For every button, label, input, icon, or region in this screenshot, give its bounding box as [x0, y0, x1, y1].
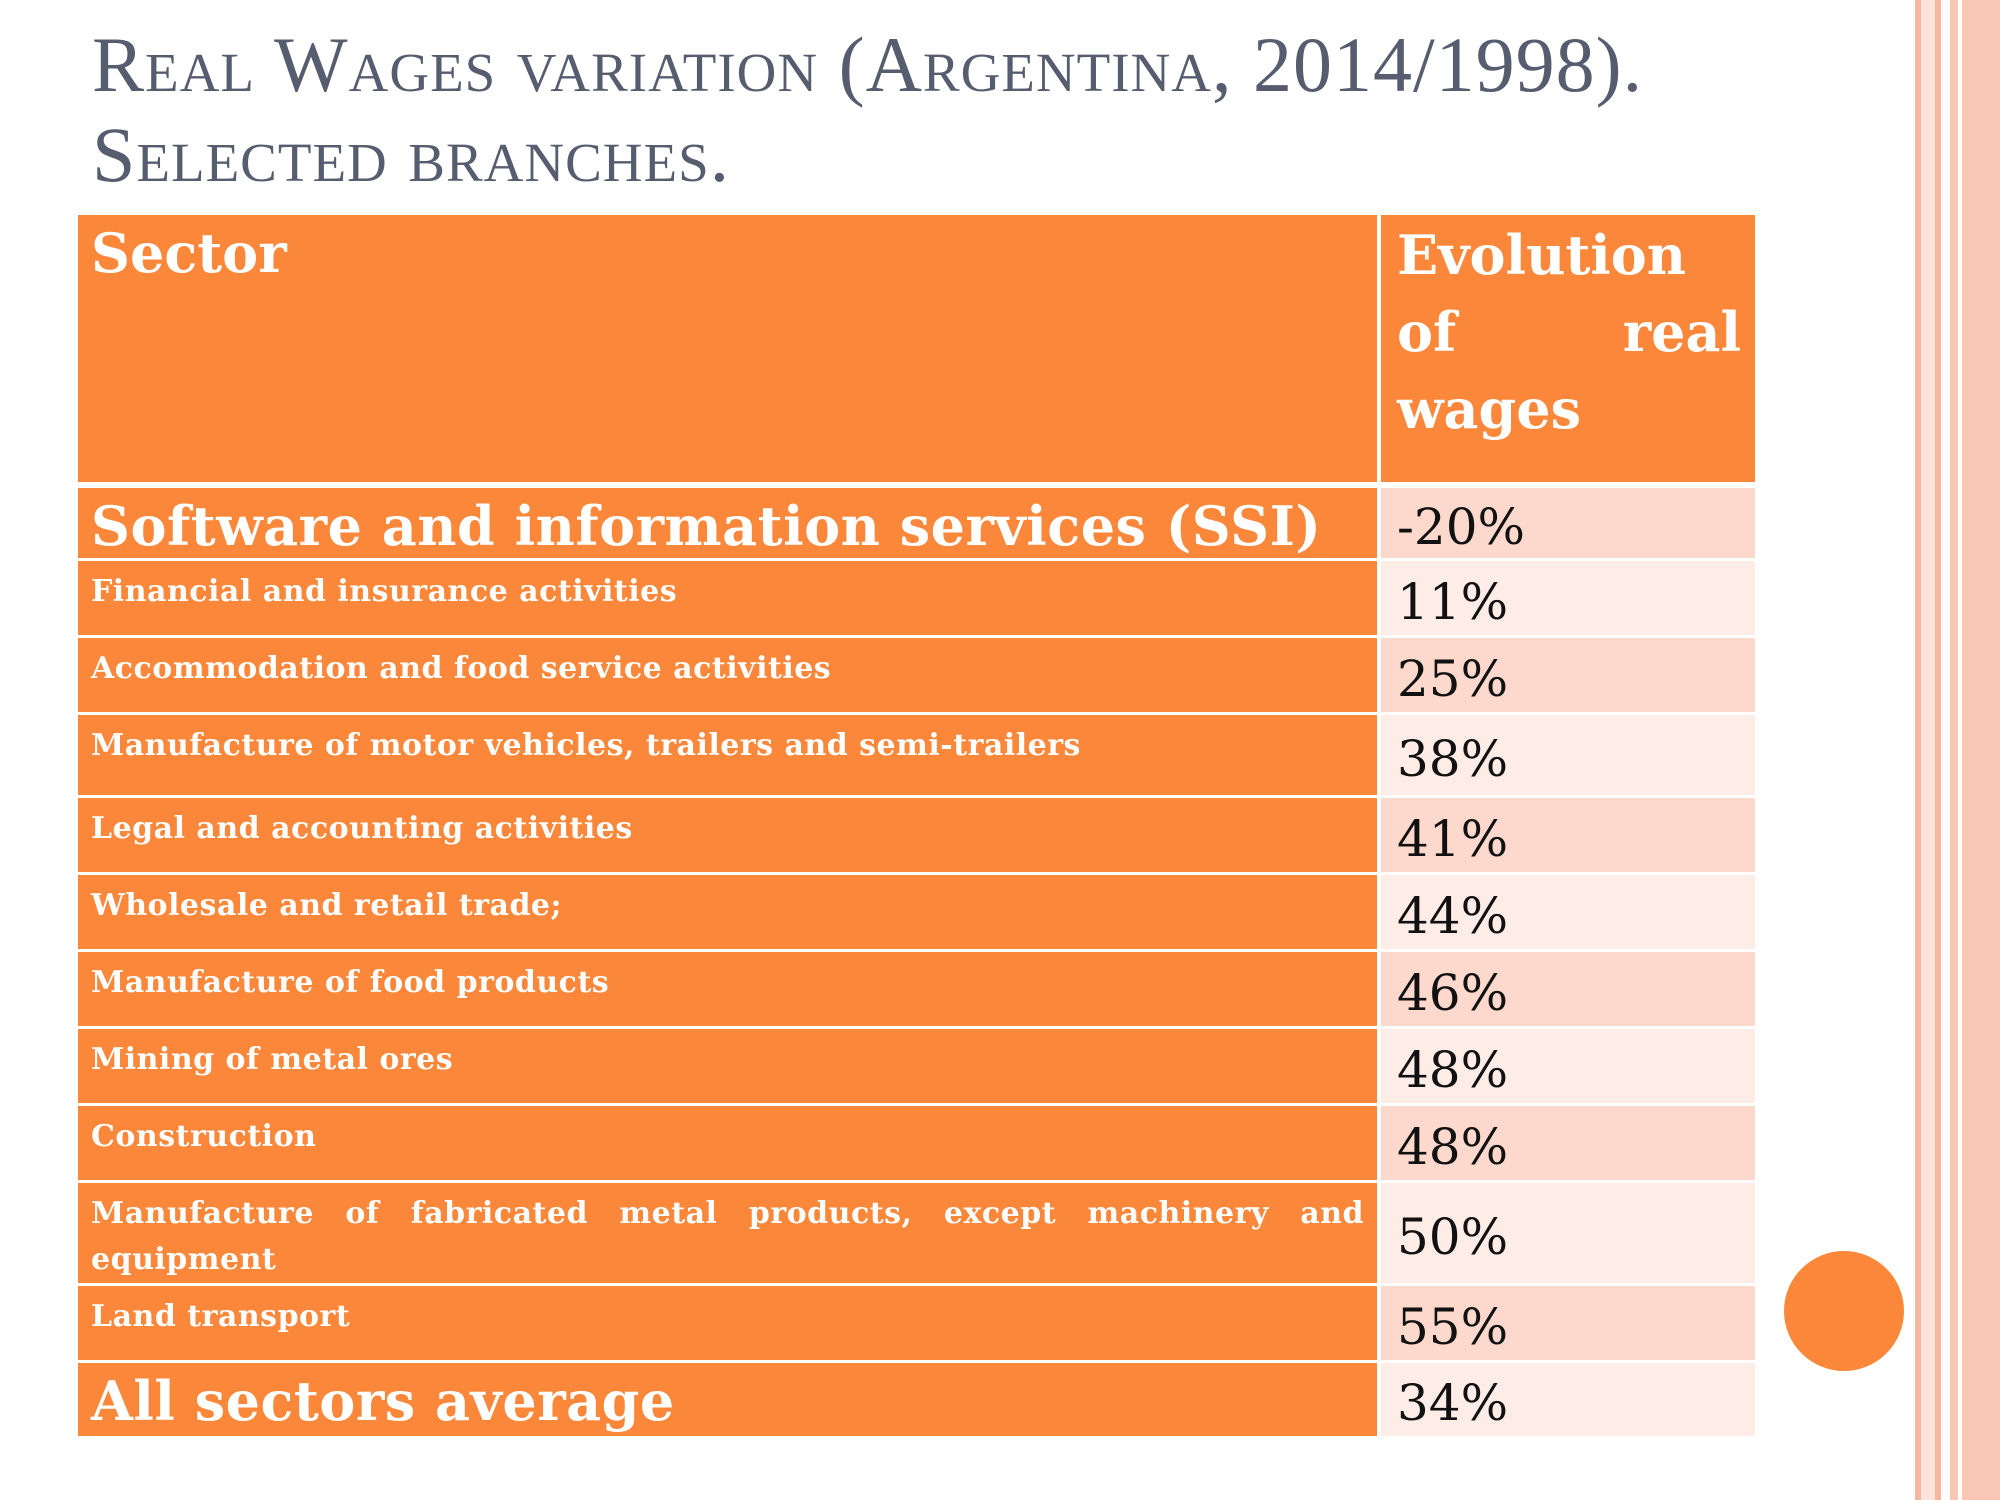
- sector-cell: Manufacture of fabricated metal products…: [78, 1181, 1381, 1286]
- sector-cell: Manufacture of motor vehicles, trailers …: [78, 713, 1381, 798]
- sector-cell: Construction: [78, 1104, 1381, 1183]
- decor-stripe: [1921, 0, 1935, 1500]
- table-row: Financial and insurance activities 11%: [78, 559, 1755, 638]
- value-cell: 25%: [1379, 636, 1755, 715]
- value-cell: 41%: [1379, 796, 1755, 875]
- sector-cell: Financial and insurance activities: [78, 559, 1381, 638]
- value-cell: -20%: [1379, 485, 1755, 561]
- table-row: Manufacture of food products 46%: [78, 950, 1755, 1029]
- value-cell: 50%: [1379, 1181, 1755, 1286]
- table-row: Manufacture of motor vehicles, trailers …: [78, 713, 1755, 798]
- table-row: Wholesale and retail trade; 44%: [78, 873, 1755, 952]
- header-value: Evolution of real wages: [1379, 215, 1755, 488]
- header-sector: Sector: [78, 215, 1381, 488]
- sector-cell: Mining of metal ores: [78, 1027, 1381, 1106]
- value-cell: 44%: [1379, 873, 1755, 952]
- sector-cell: Legal and accounting activities: [78, 796, 1381, 875]
- table-row: Mining of metal ores 48%: [78, 1027, 1755, 1106]
- value-cell: 48%: [1379, 1104, 1755, 1183]
- table-row: All sectors average 34%: [78, 1361, 1755, 1439]
- value-cell: 34%: [1379, 1361, 1755, 1439]
- decor-stripe: [1941, 0, 1950, 1500]
- table-row: Legal and accounting activities 41%: [78, 796, 1755, 875]
- table-row: Construction 48%: [78, 1104, 1755, 1183]
- value-cell: 48%: [1379, 1027, 1755, 1106]
- table-header-row: Sector Evolution of real wages: [78, 215, 1755, 488]
- table-row: Land transport 55%: [78, 1284, 1755, 1363]
- sector-cell: Software and information services (SSI): [78, 485, 1381, 561]
- value-cell: 55%: [1379, 1284, 1755, 1363]
- sector-cell: Accommodation and food service activitie…: [78, 636, 1381, 715]
- decor-stripe: [1915, 0, 1921, 1500]
- table-row: Manufacture of fabricated metal products…: [78, 1181, 1755, 1286]
- wages-table: Sector Evolution of real wages Software …: [78, 215, 1755, 1439]
- slide-title-line1: Real Wages variation (Argentina, 2014/19…: [92, 21, 1644, 108]
- decor-stripe: [1958, 0, 1962, 1500]
- value-cell: 11%: [1379, 559, 1755, 638]
- slide-title-line2: Selected branches.: [92, 111, 731, 198]
- decor-circle: [1784, 1251, 1904, 1371]
- table-row: Accommodation and food service activitie…: [78, 636, 1755, 715]
- slide-title: Real Wages variation (Argentina, 2014/19…: [92, 20, 1902, 200]
- value-cell: 46%: [1379, 950, 1755, 1029]
- sector-cell: All sectors average: [78, 1361, 1381, 1439]
- sector-cell: Land transport: [78, 1284, 1381, 1363]
- sector-cell: Wholesale and retail trade;: [78, 873, 1381, 952]
- value-cell: 38%: [1379, 713, 1755, 798]
- table-row: Software and information services (SSI) …: [78, 485, 1755, 561]
- decor-stripe: [1935, 0, 1941, 1500]
- sector-cell: Manufacture of food products: [78, 950, 1381, 1029]
